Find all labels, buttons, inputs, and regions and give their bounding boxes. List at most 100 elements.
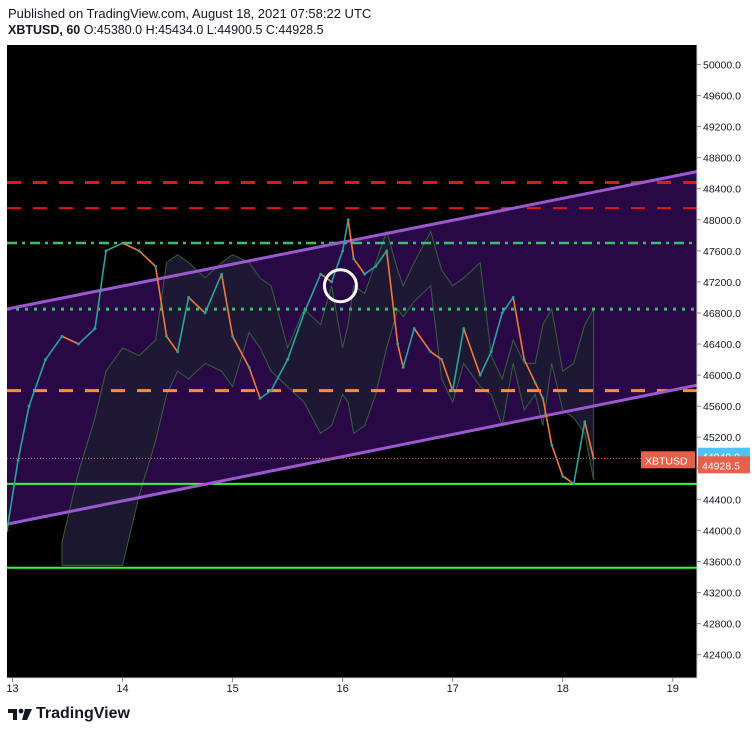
price-segment <box>77 327 96 345</box>
price-axis[interactable]: 50000.0 49600.0 49200.0 48800.0 48400.0 48000… <box>696 45 750 678</box>
price-segment <box>583 421 595 459</box>
price-point <box>385 249 389 253</box>
y-tick-label: 47600.0 <box>703 246 741 258</box>
low-value: L:44900.5 <box>206 23 263 37</box>
y-tick-label: 48800.0 <box>703 153 741 165</box>
price-segment <box>501 296 514 314</box>
y-tick-label: 44000.0 <box>703 525 741 537</box>
price-segment <box>188 296 206 314</box>
tradingview-logo-icon <box>8 708 32 720</box>
symbol-tag <box>641 451 695 469</box>
price-point <box>44 358 47 361</box>
price-point <box>346 218 350 222</box>
price-segment <box>341 219 349 251</box>
price-segment <box>176 297 190 352</box>
price-point <box>341 249 345 253</box>
x-tick-label: 16 <box>337 683 349 695</box>
x-tick-label: 18 <box>557 683 569 695</box>
symbol-label: XBTUSD, 60 <box>8 23 81 37</box>
price-segment <box>303 273 322 314</box>
price-point <box>363 272 367 276</box>
price-segment <box>375 250 388 267</box>
price-point <box>286 358 290 361</box>
price-point <box>60 334 64 338</box>
circle-marker[interactable] <box>322 268 358 304</box>
y-tick-label: 45200.0 <box>703 432 741 444</box>
price-segment <box>352 258 366 275</box>
price-segment <box>523 359 536 384</box>
y-tick-label: 43200.0 <box>703 588 741 600</box>
price-point <box>352 257 356 260</box>
price-point <box>440 358 444 361</box>
price-point <box>429 350 433 354</box>
price-point <box>137 249 141 253</box>
y-tick-label: 49600.0 <box>703 90 741 102</box>
price-point <box>7 529 9 532</box>
price-segment <box>534 382 544 399</box>
y-tick-label: 48000.0 <box>703 215 741 227</box>
price-segment <box>231 335 250 368</box>
price-point <box>176 350 179 354</box>
price-point <box>511 296 515 299</box>
price-segment <box>451 328 465 391</box>
price-segment <box>17 406 30 461</box>
price-segment <box>572 421 586 484</box>
price-segment <box>364 265 377 275</box>
price-point <box>220 272 223 276</box>
price-segment <box>385 250 399 345</box>
price-segment <box>270 359 289 392</box>
symbol-ohlc-line: XBTUSD, 60 O:45380.0 H:45434.0 L:44900.5… <box>8 23 324 37</box>
price-point <box>187 296 190 299</box>
cloud-area <box>61 229 595 566</box>
channel-upper-line[interactable] <box>7 170 697 311</box>
price-segment <box>138 250 157 267</box>
price-point <box>319 272 323 276</box>
y-tick-label: 46400.0 <box>703 339 741 351</box>
price-segment <box>28 359 47 407</box>
price-segment <box>220 273 234 337</box>
price-segment <box>44 335 63 361</box>
price-point <box>27 404 31 408</box>
plot-content <box>7 170 697 569</box>
price-point <box>258 396 262 400</box>
price-point <box>561 474 565 478</box>
tradingview-logo[interactable]: TradingView <box>8 705 130 723</box>
price-segment <box>490 312 503 353</box>
price-segment <box>122 242 140 252</box>
price-segment <box>154 266 168 337</box>
price-segment <box>550 444 564 477</box>
x-tick-label: 14 <box>116 683 128 695</box>
price-segment <box>479 351 492 376</box>
price-point <box>302 311 306 315</box>
high-value: H:45434.0 <box>145 23 204 37</box>
channel-lower-line[interactable] <box>7 383 697 526</box>
price-point <box>104 249 108 253</box>
price-point <box>550 443 554 447</box>
price-segment <box>259 389 272 400</box>
price-point <box>522 358 526 361</box>
price-segment <box>204 273 223 314</box>
y-tick-label: 46800.0 <box>703 308 741 320</box>
price-segment <box>165 335 179 353</box>
open-value: O:45380.0 <box>83 23 143 37</box>
price-point <box>489 350 493 354</box>
price-segment <box>347 219 355 259</box>
y-tick-label: 43600.0 <box>703 556 741 568</box>
price-point <box>203 311 207 315</box>
y-tick-label: 42400.0 <box>703 650 741 662</box>
price-point <box>592 456 595 460</box>
y-tick-label: 42800.0 <box>703 619 741 631</box>
plot-area[interactable]: XBTUSD <box>6 170 697 569</box>
time-axis[interactable]: 13 14 15 16 17 18 19 <box>6 677 697 695</box>
price-segment <box>61 335 79 345</box>
price-segment <box>430 351 443 361</box>
price-point <box>533 381 537 385</box>
price-segment <box>413 328 432 353</box>
price-point <box>165 334 168 338</box>
price-segment <box>105 242 123 252</box>
price-segment <box>402 328 415 368</box>
close-value: C:44928.5 <box>265 23 324 37</box>
y-tick-label: 50000.0 <box>703 59 741 71</box>
price-point <box>247 365 251 369</box>
